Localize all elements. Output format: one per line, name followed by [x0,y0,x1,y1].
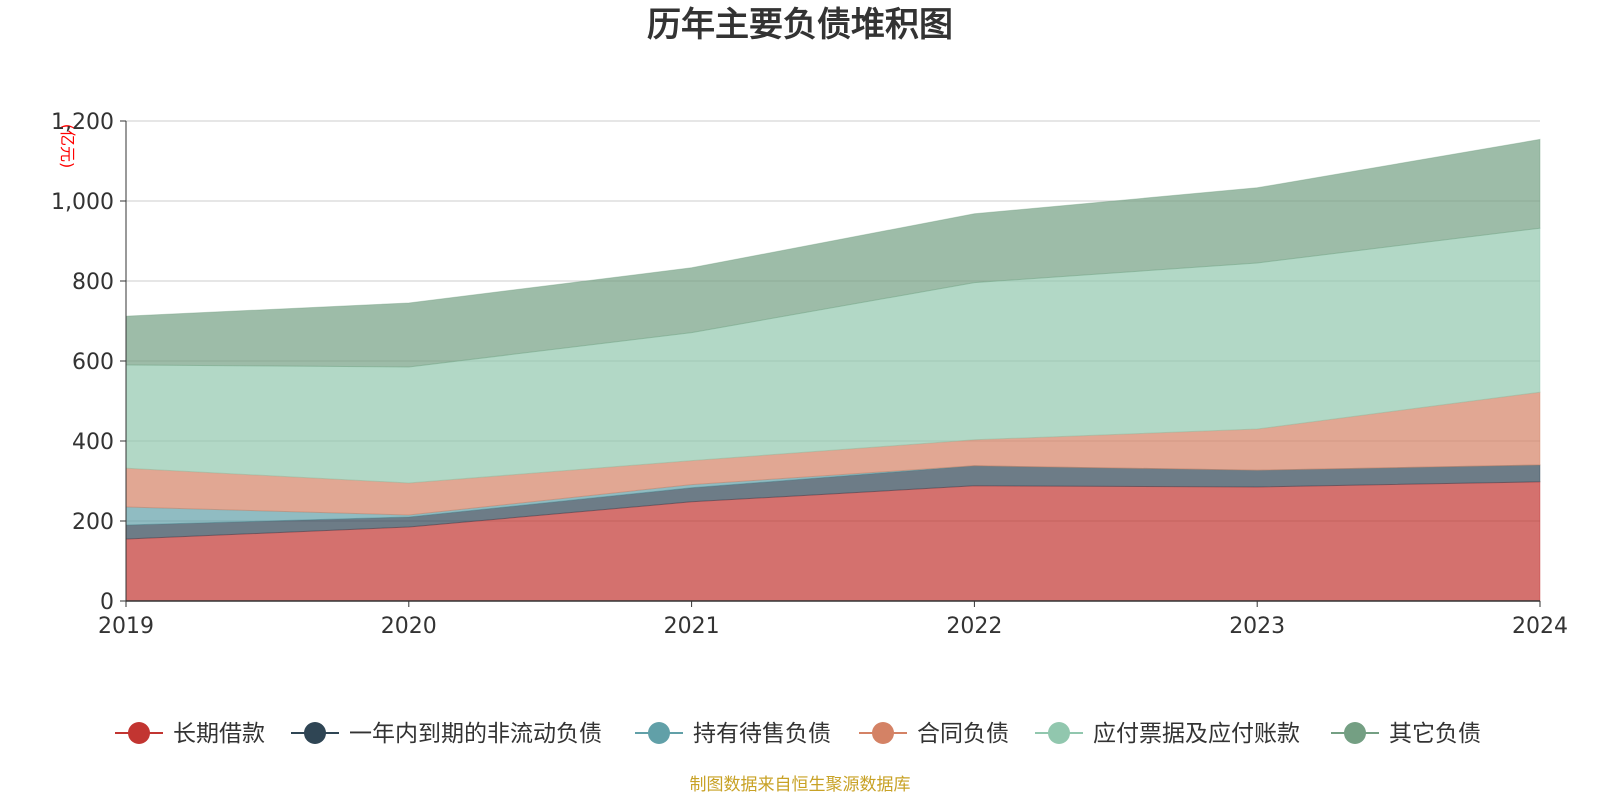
y-tick-label: 200 [72,510,114,535]
x-tick-label: 2021 [664,614,720,639]
legend-label: 一年内到期的非流动负债 [349,721,602,747]
legend-marker [304,722,326,744]
area-其它负债 [125,138,1541,368]
x-tick-label: 2024 [1512,614,1568,639]
y-tick-label: 400 [72,430,114,455]
legend-label: 长期借款 [173,721,265,747]
y-tick-label: 800 [72,270,114,295]
legend-item: 持有待售负债 [635,721,831,747]
legend-label: 其它负债 [1389,721,1481,747]
legend-marker [1048,722,1070,744]
legend-label: 应付票据及应付账款 [1093,721,1300,747]
y-tick-label: 600 [72,350,114,375]
legend-marker [648,722,670,744]
legend-item: 长期借款 [115,721,265,747]
legend-item: 应付票据及应付账款 [1035,721,1300,747]
source-note: 制图数据来自恒生聚源数据库 [690,775,911,795]
x-tick-label: 2023 [1229,614,1285,639]
x-tick-label: 2019 [98,614,154,639]
y-tick-label: 1,000 [51,190,114,215]
legend-label: 合同负债 [917,721,1009,747]
axes: 0 200 400 600 800 1,000 1,200 2019 2020 2021 2022 2… [51,110,1568,639]
y-axis-unit: (亿元) [58,124,77,169]
legend: 长期借款 一年内到期的非流动负债 持有待售负债 合同负债 应付票据及应付账款 其它负债 [115,721,1481,747]
area-series [125,138,1541,602]
y-tick-label: 0 [100,590,114,615]
legend-marker [128,722,150,744]
x-tick-label: 2020 [381,614,437,639]
legend-item: 合同负债 [859,721,1009,747]
y-tick-label: 1,200 [51,110,114,135]
x-tick-label: 2022 [946,614,1002,639]
legend-marker [1344,722,1366,744]
legend-item: 一年内到期的非流动负债 [291,721,602,747]
legend-item: 其它负债 [1331,721,1481,747]
chart-title: 历年主要负债堆积图 [647,5,953,45]
legend-marker [872,722,894,744]
legend-label: 持有待售负债 [693,721,831,747]
